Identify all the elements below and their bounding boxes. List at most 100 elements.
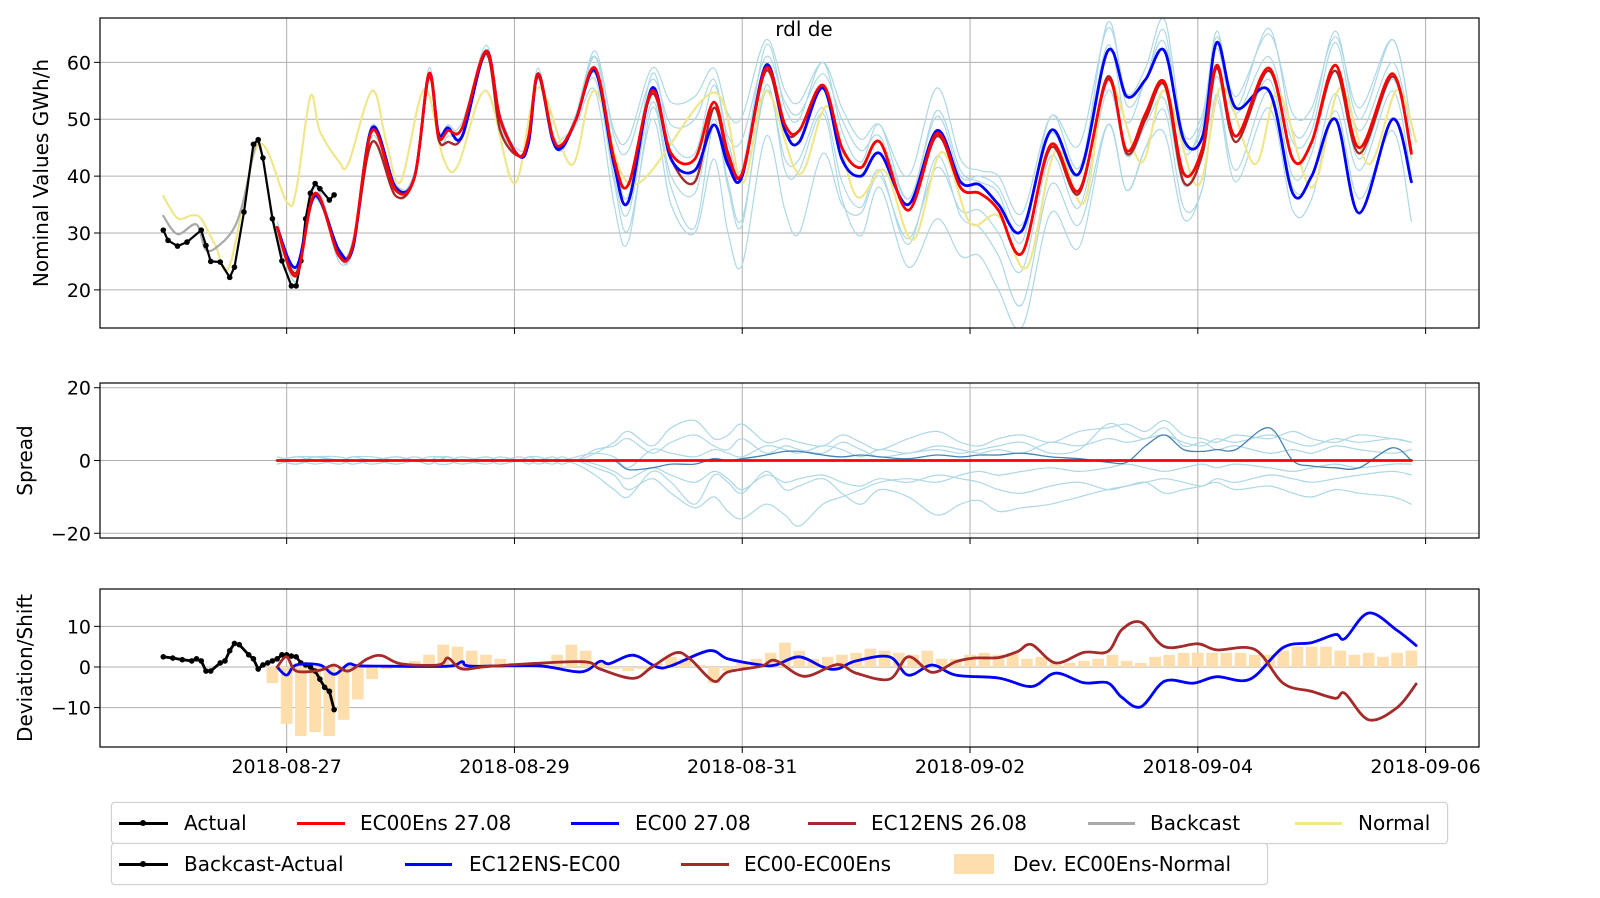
series-ec00-ec00ens-line <box>275 620 1418 722</box>
dev-bar <box>921 650 934 667</box>
dev-bar <box>1234 652 1247 667</box>
series-actual-marker <box>293 283 299 289</box>
axes-frame <box>99 588 1480 748</box>
dev-bar <box>1291 646 1304 667</box>
series-backcast-actual-marker <box>207 668 214 674</box>
dev-bar <box>1220 652 1233 667</box>
x-tick-label: 2018-08-29 <box>459 756 569 778</box>
series-backcast-actual-marker <box>169 655 176 661</box>
series-actual-marker <box>160 227 167 233</box>
dev-bar <box>636 666 649 670</box>
dev-bar <box>1191 652 1204 667</box>
dev-bar <box>437 644 450 667</box>
x-tick-label: 2018-09-02 <box>915 756 1025 778</box>
series-backcast-actual-marker <box>326 688 333 695</box>
series-actual-marker <box>317 185 323 192</box>
legend-marker-actual <box>140 820 146 826</box>
legend-swatch-ec00 <box>571 822 619 825</box>
dev-bar <box>494 658 507 667</box>
y-tick-label: −10 <box>51 698 91 720</box>
dev-bar <box>380 666 393 670</box>
dev-bar <box>1305 646 1318 667</box>
series-actual-marker <box>241 209 247 215</box>
dev-bar <box>1006 652 1019 667</box>
chart-title: rdl de <box>775 17 832 41</box>
dev-bar <box>608 666 620 670</box>
dev-bar <box>451 646 464 667</box>
ensemble-member-line <box>276 27 1412 271</box>
legend-label: EC00Ens 27.08 <box>360 811 512 835</box>
series-actual-marker <box>279 258 285 264</box>
legend-swatch-backcast <box>1088 822 1135 825</box>
series-backcast-actual-marker <box>264 660 271 666</box>
axes-frame <box>99 17 1480 329</box>
series-normal-line <box>162 78 1418 272</box>
dev-bar <box>323 666 336 737</box>
ensemble-spread-line <box>276 456 1412 527</box>
grid <box>100 18 1479 328</box>
plot-area <box>275 419 1413 527</box>
series-backcast-actual-marker <box>331 706 337 713</box>
plot-area <box>160 611 1418 737</box>
dev-bar <box>1277 650 1290 667</box>
dev-bar <box>1149 656 1161 667</box>
dev-bar <box>693 664 706 667</box>
panel-1: 20 30 40 50 60 Nominal Values GWh/h <box>29 17 1480 334</box>
series-actual-marker <box>326 197 333 203</box>
series-actual-marker <box>184 239 190 245</box>
dev-bar <box>978 652 991 667</box>
series-backcast-actual-marker <box>179 656 186 663</box>
dev-bar <box>1135 662 1147 667</box>
dev-bar <box>295 666 307 737</box>
legend-label: Dev. EC00Ens-Normal <box>1013 852 1232 876</box>
x-tick-label: 2018-09-04 <box>1143 756 1253 778</box>
dev-bar <box>964 654 976 667</box>
dev-bar <box>1320 646 1332 667</box>
y-tick-label: 40 <box>67 166 91 188</box>
legend-label: Normal <box>1358 811 1431 835</box>
dev-bar <box>893 652 905 667</box>
y-tick-label: 10 <box>67 616 91 638</box>
dev-bar <box>1035 656 1048 667</box>
legend-label: EC12ENS 26.08 <box>871 811 1027 835</box>
y-axis-label: Nominal Values GWh/h <box>29 59 53 287</box>
series-ec12ens-ec00-line <box>275 611 1418 709</box>
dev-bar <box>1106 654 1119 667</box>
series-backcast-actual-marker <box>217 660 224 666</box>
series-actual-marker <box>217 259 224 265</box>
dev-bar <box>1348 654 1361 667</box>
legend-label: Backcast-Actual <box>184 852 344 876</box>
dev-bar <box>423 654 435 667</box>
y-tick-label: 20 <box>67 280 91 302</box>
legend-row-1: Actual EC00Ens 27.08 EC00 27.08 EC12ENS … <box>111 802 1448 844</box>
dev-bar <box>337 666 350 720</box>
series-backcast-actual-marker <box>198 658 205 664</box>
series-backcast-actual-marker <box>236 641 243 648</box>
y-axis-label: Spread <box>13 425 37 495</box>
dev-bar <box>266 666 279 684</box>
y-axis-label: Deviation/Shift <box>13 594 37 742</box>
legend-label: Actual <box>184 811 247 835</box>
plot-area <box>160 18 1418 328</box>
series-backcast-actual-marker <box>288 653 295 659</box>
dev-bar <box>1362 652 1375 667</box>
dev-bar <box>665 656 677 667</box>
dev-bar <box>722 666 734 672</box>
series-backcast-actual-marker <box>222 658 228 664</box>
x-tick-label: 2018-08-27 <box>231 756 341 778</box>
y-tick-label: 50 <box>67 109 91 131</box>
series-actual-marker <box>255 136 261 143</box>
dev-bar <box>1049 662 1062 667</box>
dev-bar <box>366 666 378 680</box>
series-backcast-actual-marker <box>317 676 323 682</box>
dev-bar <box>679 658 692 667</box>
series-actual-marker <box>269 215 276 222</box>
panel-3: −10 0 10 Deviation/Shift <box>13 588 1480 753</box>
series-actual-marker <box>307 190 314 196</box>
series-backcast-actual-marker <box>307 664 314 670</box>
series-backcast-actual-marker <box>245 651 252 658</box>
series-backcast-actual-marker <box>250 656 257 662</box>
y-tick-label: 0 <box>79 451 91 473</box>
dev-bar <box>992 654 1005 667</box>
series-actual-marker <box>203 242 209 249</box>
